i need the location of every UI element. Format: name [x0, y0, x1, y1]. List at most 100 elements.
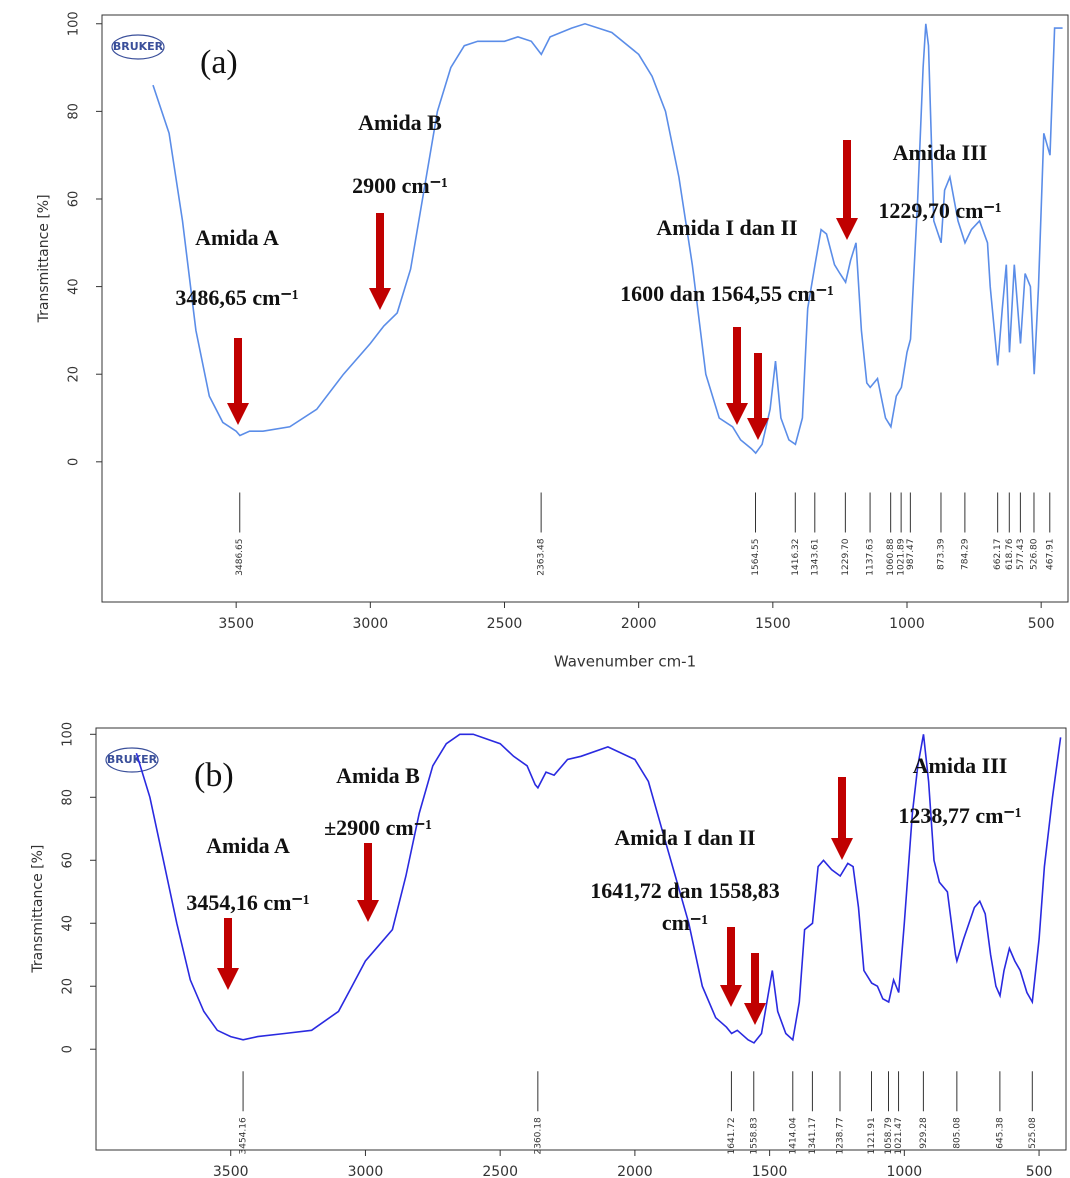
peak-label: 873.39 — [936, 538, 946, 570]
peak-label: 3486.65 — [235, 538, 245, 575]
logo-ring — [111, 34, 165, 60]
annotation: Amida B — [358, 110, 442, 135]
peak-label: 618.76 — [1005, 538, 1015, 570]
peak-label: 1558.83 — [749, 1117, 759, 1154]
peak-label: 577.43 — [1016, 538, 1026, 570]
y-tick-label: 60 — [61, 852, 76, 869]
arrow-head — [744, 1003, 766, 1025]
peak-label: 1238.77 — [835, 1117, 845, 1154]
arrow-head — [369, 288, 391, 310]
arrow-head — [217, 968, 239, 990]
x-tick-label: 500 — [1026, 1164, 1053, 1178]
arrow-shaft — [234, 338, 242, 405]
peak-label: 784.29 — [960, 538, 970, 570]
y-tick-label: 0 — [67, 458, 82, 466]
peak-label: 2363.48 — [537, 538, 547, 575]
arrow-head — [357, 900, 379, 922]
peak-label: 525.08 — [1028, 1117, 1038, 1149]
annotation: Amida B — [336, 763, 420, 788]
x-tick-label: 1500 — [752, 1164, 788, 1178]
x-tick-label: 500 — [1028, 616, 1055, 632]
x-axis-label: Wavenumber cm-1 — [554, 653, 696, 671]
logo-ring — [105, 747, 159, 773]
y-tick-label: 80 — [67, 103, 82, 120]
annotation: Amida A — [195, 225, 279, 250]
plot-frame — [95, 727, 1067, 1151]
y-tick-label: 100 — [61, 722, 76, 747]
annotation: Amida III — [913, 753, 1008, 778]
annotation: 3486,65 cm⁻¹ — [175, 285, 298, 310]
peak-label: 2360.18 — [533, 1117, 543, 1154]
peak-label: 662.17 — [993, 538, 1003, 570]
panel-label: (a) — [200, 44, 238, 81]
annotation: ±2900 cm⁻¹ — [324, 815, 432, 840]
peak-label: 1021.89 — [897, 538, 907, 575]
annotation: Amida I dan II — [656, 215, 797, 240]
arrow-shaft — [751, 953, 759, 1005]
x-tick-label: 1000 — [889, 616, 925, 632]
peak-label: 1343.61 — [810, 538, 820, 575]
peak-label: 1229.70 — [841, 538, 851, 575]
annotation: 2900 cm⁻¹ — [352, 173, 448, 198]
arrow-shaft — [754, 353, 762, 420]
arrow-head — [836, 218, 858, 240]
peak-label: 1641.72 — [727, 1117, 737, 1154]
peak-label: 987.47 — [906, 538, 916, 570]
annotation: cm⁻¹ — [662, 910, 708, 935]
peak-label: 929.28 — [919, 1117, 929, 1149]
peak-label: 1416.32 — [791, 538, 801, 575]
x-tick-label: 2000 — [621, 616, 657, 632]
y-tick-label: 40 — [61, 915, 76, 932]
y-tick-label: 0 — [61, 1045, 76, 1053]
y-tick-label: 40 — [67, 278, 82, 295]
arrow-shaft — [733, 327, 741, 405]
x-tick-label: 3000 — [353, 616, 389, 632]
arrow-shaft — [838, 777, 846, 840]
logo: BRUKER — [107, 753, 158, 766]
y-tick-label: 20 — [61, 978, 76, 995]
x-tick-label: 3000 — [348, 1164, 384, 1178]
arrow-shaft — [364, 843, 372, 902]
peak-label: 3454.16 — [239, 1117, 249, 1154]
arrow-shaft — [224, 918, 232, 970]
annotation: 1641,72 dan 1558,83 — [590, 878, 779, 903]
peak-label: 1121.91 — [867, 1117, 877, 1154]
peak-label: 1021.47 — [894, 1117, 904, 1154]
y-tick-label: 20 — [67, 366, 82, 383]
spectrum-line — [152, 22, 1063, 455]
annotation: Amida A — [206, 833, 290, 858]
y-axis-label: Transmittance [%] — [30, 845, 46, 974]
spectrum-line — [135, 733, 1062, 1044]
arrow-head — [831, 838, 853, 860]
x-tick-label: 2500 — [487, 616, 523, 632]
y-tick-label: 80 — [61, 789, 76, 806]
annotation: 1600 dan 1564,55 cm⁻¹ — [620, 281, 834, 306]
peak-label: 1137.63 — [866, 538, 876, 575]
arrow-shaft — [843, 140, 851, 220]
arrow-head — [726, 403, 748, 425]
peak-label: 1341.17 — [808, 1117, 818, 1154]
panel-label: (b) — [194, 757, 234, 794]
annotation: Amida III — [893, 140, 988, 165]
annotation: 1229,70 cm⁻¹ — [878, 198, 1001, 223]
x-tick-label: 1000 — [887, 1164, 923, 1178]
arrow-shaft — [376, 213, 384, 290]
x-tick-label: 3500 — [218, 616, 254, 632]
peak-label: 526.80 — [1029, 538, 1039, 570]
arrow-head — [747, 418, 769, 440]
peak-label: 645.38 — [995, 1117, 1005, 1149]
peak-label: 1564.55 — [751, 538, 761, 575]
plot-frame — [101, 14, 1069, 603]
x-tick-label: 2000 — [617, 1164, 653, 1178]
arrow-shaft — [727, 927, 735, 987]
peak-label: 1060.88 — [886, 538, 896, 575]
annotation: Amida I dan II — [614, 825, 755, 850]
peak-label: 805.08 — [952, 1117, 962, 1149]
peak-label: 1058.79 — [884, 1117, 894, 1154]
peak-label: 467.91 — [1045, 538, 1055, 570]
y-tick-label: 100 — [67, 11, 82, 36]
arrow-head — [720, 985, 742, 1007]
annotation: 1238,77 cm⁻¹ — [898, 803, 1021, 828]
annotation: 3454,16 cm⁻¹ — [186, 890, 309, 915]
